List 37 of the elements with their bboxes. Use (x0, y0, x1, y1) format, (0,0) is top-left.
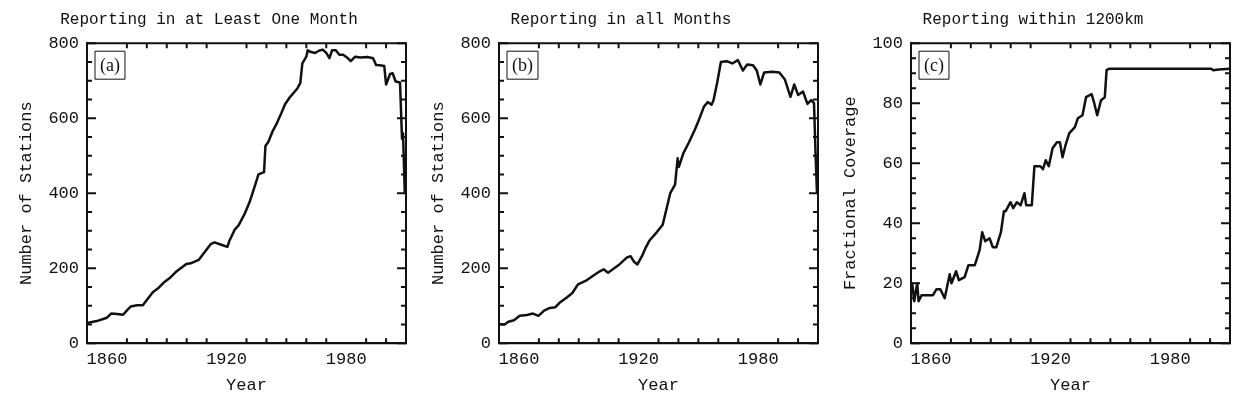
y-axis-title: Number of Stations (428, 101, 448, 286)
chart-title: Reporting in all Months (510, 10, 732, 29)
y-tick-label: 0 (892, 333, 904, 353)
y-tick-label: 40 (882, 213, 904, 233)
x-tick-label: 1920 (206, 349, 247, 369)
x-axis-title: Year (1050, 376, 1091, 396)
x-axis-title: Year (226, 376, 267, 396)
y-tick-label: 200 (48, 258, 79, 278)
y-axis-title: Number of Stations (16, 101, 36, 286)
x-tick-label: 1980 (325, 349, 367, 369)
chart-title: Reporting within 1200km (922, 10, 1144, 29)
x-tick-label: 1920 (1030, 349, 1071, 369)
y-tick-label: 80 (882, 93, 904, 113)
x-tick-label: 1920 (618, 349, 659, 369)
annotation: (c) (924, 54, 944, 76)
y-tick-label: 20 (882, 273, 904, 293)
chart-title: Reporting in at Least One Month (60, 10, 358, 29)
y-tick-label: 200 (460, 258, 491, 278)
y-tick-label: 400 (48, 183, 79, 203)
y-tick-label: 0 (480, 333, 491, 353)
y-tick-label: 800 (48, 33, 79, 53)
x-axis-title: Year (638, 376, 679, 396)
y-tick-label: 400 (460, 183, 491, 203)
y-tick-label: 100 (872, 33, 904, 53)
x-tick-label: 1860 (910, 349, 952, 369)
x-tick-label: 1860 (86, 349, 128, 369)
y-tick-label: 600 (48, 108, 79, 128)
x-tick-label: 1980 (737, 349, 779, 369)
x-tick-label: 1860 (498, 349, 540, 369)
y-tick-label: 800 (460, 33, 491, 53)
x-tick-label: 1980 (1149, 349, 1191, 369)
y-tick-label: 0 (68, 333, 79, 353)
y-tick-label: 60 (882, 153, 904, 173)
annotation: (a) (100, 54, 120, 76)
y-axis-title: Fractional Coverage (840, 96, 860, 291)
y-tick-label: 600 (460, 108, 491, 128)
annotation: (b) (512, 54, 534, 76)
